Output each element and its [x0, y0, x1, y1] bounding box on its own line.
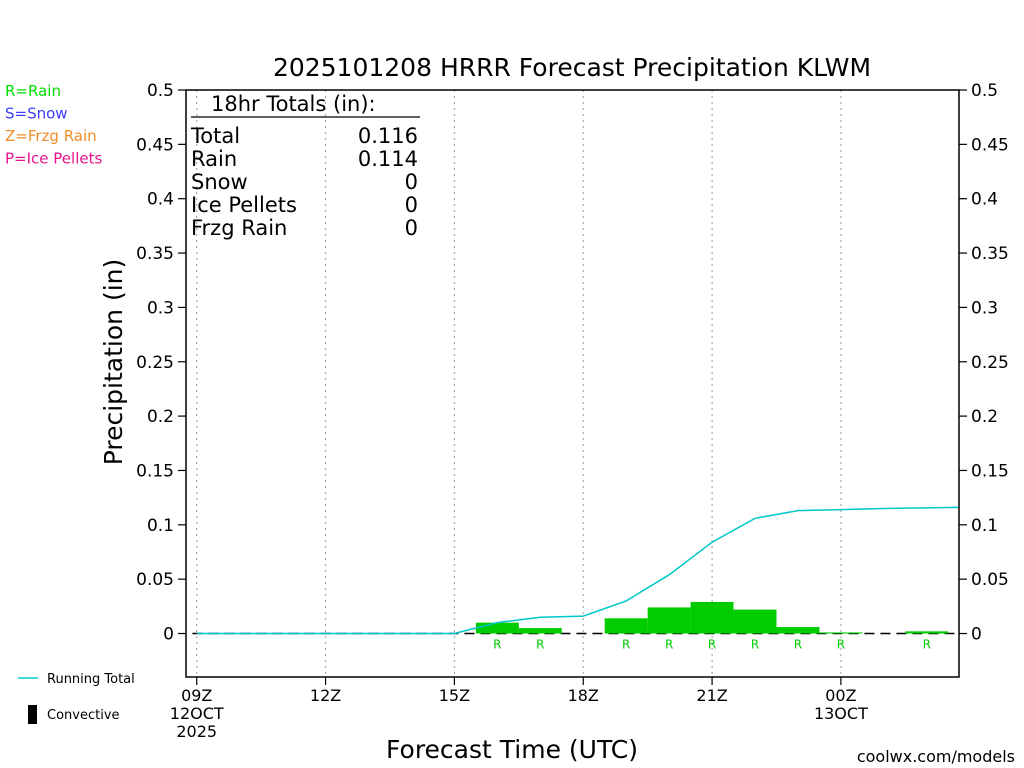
- totals-row-label: Total: [190, 124, 240, 148]
- precip-type-marker: R: [923, 638, 931, 652]
- totals-row-value: 0: [405, 170, 418, 194]
- precip-type-marker: R: [751, 638, 759, 652]
- type-legend-item: S=Snow: [5, 105, 68, 123]
- x-tick-label: 09Z: [181, 686, 212, 705]
- type-legend-item: P=Ice Pellets: [5, 150, 102, 168]
- series-legend: Running Total Convective: [18, 672, 135, 724]
- hourly-precip-bars: [475, 601, 949, 634]
- precip-bar: [690, 601, 734, 634]
- precip-type-marker: R: [837, 638, 845, 652]
- totals-row-label: Snow: [191, 170, 248, 194]
- x-tick-label: 12OCT: [170, 704, 224, 723]
- precip-type-marker: R: [536, 638, 544, 652]
- type-legend-item: R=Rain: [5, 82, 61, 100]
- y-tick-label: 0.2: [147, 407, 174, 427]
- precip-type-marker: R: [622, 638, 630, 652]
- precip-bar: [604, 618, 648, 634]
- precip-type-marker: R: [708, 638, 716, 652]
- precip-type-marker: R: [665, 638, 673, 652]
- precip-bar: [518, 628, 562, 634]
- y-tick-label-right: 0.15: [971, 461, 1009, 481]
- totals-row-label: Rain: [191, 147, 237, 171]
- y-tick-label-right: 0.5: [971, 81, 998, 101]
- y-tick-label: 0.05: [136, 570, 174, 590]
- x-tick-label: 13OCT: [814, 704, 868, 723]
- totals-row-value: 0.114: [358, 147, 418, 171]
- precip-bar: [905, 631, 949, 634]
- y-tick-label-right: 0: [971, 625, 982, 645]
- y-tick-label-right: 0.4: [971, 190, 998, 210]
- precip-type-marker: R: [794, 638, 802, 652]
- precip-bar: [475, 622, 519, 634]
- precip-type-legend: R=Rain S=Snow Z=Frzg Rain P=Ice Pellets: [5, 82, 102, 168]
- y-tick-label: 0.15: [136, 461, 174, 481]
- x-axis-label: Forecast Time (UTC): [386, 735, 638, 764]
- x-tick-label: 12Z: [310, 686, 341, 705]
- totals-row-value: 0.116: [358, 124, 418, 148]
- y-axis-label: Precipitation (in): [99, 259, 128, 466]
- x-tick-label: 15Z: [439, 686, 470, 705]
- precip-bar: [647, 607, 691, 634]
- running-total-line: [196, 506, 960, 635]
- y-tick-label: 0.35: [136, 244, 174, 264]
- type-legend-item: Z=Frzg Rain: [5, 127, 97, 145]
- precip-bar: [776, 626, 820, 634]
- y-tick-label: 0.3: [147, 298, 174, 318]
- y-axis-left: 0.5 0.45 0.4 0.35 0.3 0.25 0.2 0.15 0.1 0.05 0: [136, 81, 186, 645]
- plot-frame: [185, 89, 960, 678]
- y-tick-label-right: 0.25: [971, 353, 1009, 373]
- y-axis-right: 0.5 0.45 0.4 0.35 0.3 0.25 0.2 0.15 0.1 0.05 0: [959, 81, 1009, 645]
- precip-type-marker: R: [493, 638, 501, 652]
- totals-row-label: Ice Pellets: [191, 193, 297, 217]
- legend-label: Running Total: [47, 672, 135, 687]
- vertical-gridlines: [196, 90, 842, 677]
- totals-header: 18hr Totals (in):: [211, 92, 376, 116]
- legend-label: Convective: [47, 708, 120, 723]
- precip-bar: [819, 632, 863, 634]
- x-tick-label: 21Z: [696, 686, 727, 705]
- y-tick-label: 0.5: [147, 81, 174, 101]
- y-tick-label-right: 0.3: [971, 298, 998, 318]
- totals-row-value: 0: [405, 216, 418, 240]
- totals-box: 18hr Totals (in): Total 0.116 Rain 0.114 Snow…: [190, 92, 420, 240]
- x-tick-label: 18Z: [568, 686, 599, 705]
- x-tick-label: 2025: [176, 722, 217, 741]
- y-tick-label-right: 0.45: [971, 135, 1009, 155]
- totals-row-label: Frzg Rain: [191, 216, 287, 240]
- y-tick-label: 0.25: [136, 353, 174, 373]
- legend-bar-swatch: [28, 705, 37, 724]
- y-tick-label-right: 0.2: [971, 407, 998, 427]
- x-tick-label: 00Z: [825, 686, 856, 705]
- y-tick-label: 0.45: [136, 135, 174, 155]
- y-tick-label-right: 0.35: [971, 244, 1009, 264]
- precip-bar: [733, 609, 777, 634]
- y-tick-label: 0.4: [147, 190, 174, 210]
- y-tick-label: 0: [163, 625, 174, 645]
- chart-title: 2025101208 HRRR Forecast Precipitation K…: [273, 53, 871, 82]
- totals-row-value: 0: [405, 193, 418, 217]
- credit-text: coolwx.com/models: [857, 747, 1015, 766]
- y-tick-label-right: 0.05: [971, 570, 1009, 590]
- y-tick-label-right: 0.1: [971, 516, 998, 536]
- y-tick-label: 0.1: [147, 516, 174, 536]
